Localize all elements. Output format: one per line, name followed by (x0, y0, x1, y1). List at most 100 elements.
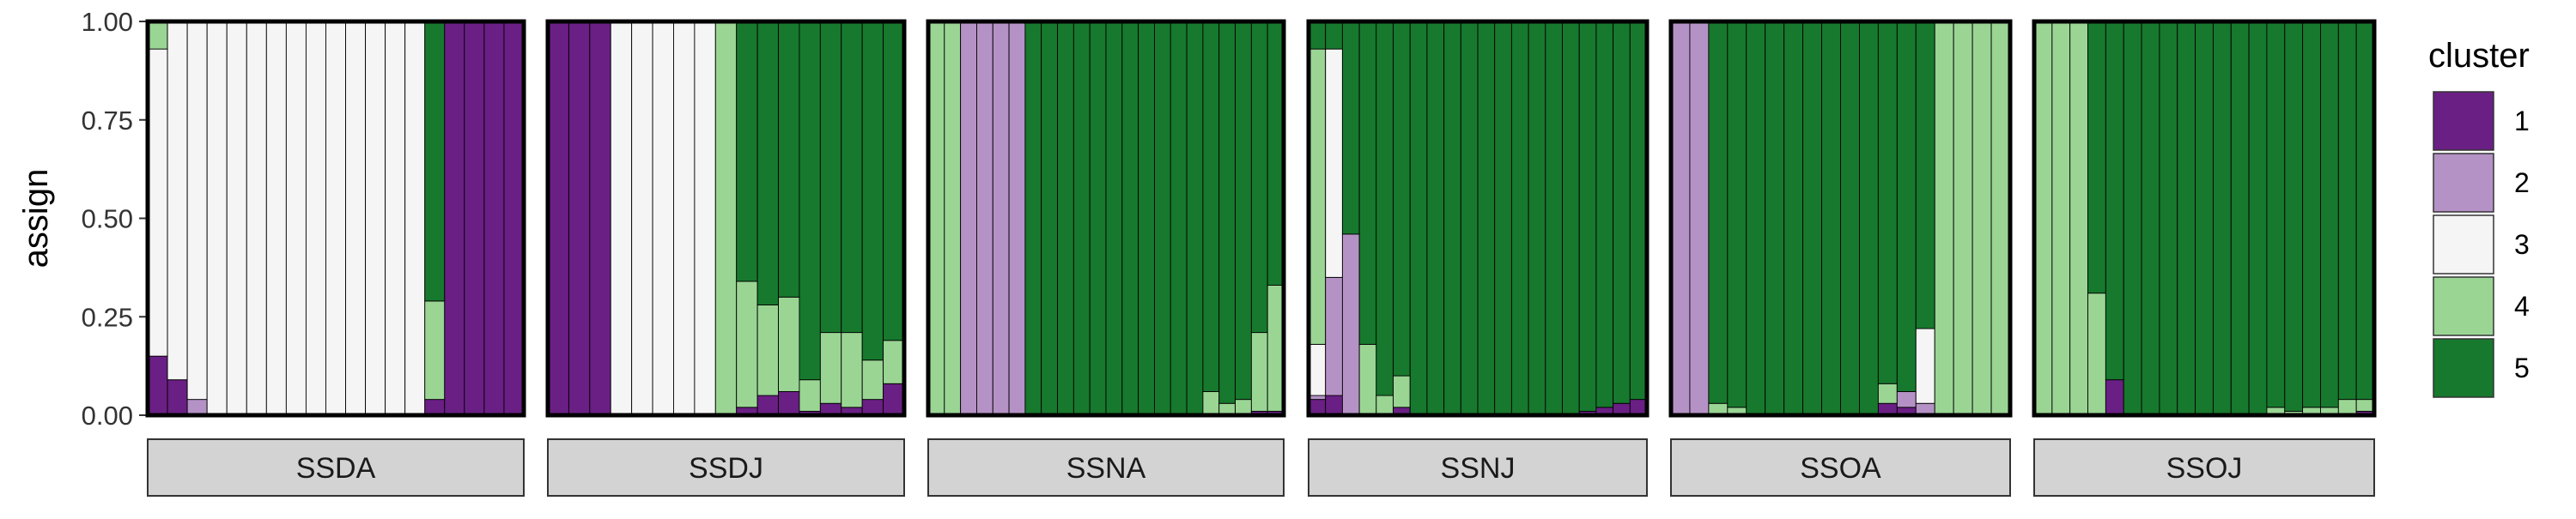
individual-bar (1057, 21, 1074, 416)
panel-border (145, 19, 526, 418)
individual-bar (365, 21, 386, 416)
legend-title: cluster (2428, 37, 2530, 75)
bar-segment-cluster-4 (1393, 375, 1411, 408)
individual-bar (1041, 21, 1058, 416)
bar-segment-cluster-5 (1105, 21, 1123, 416)
bar-segment-cluster-4 (1267, 285, 1285, 412)
bar-segment-cluster-5 (2141, 21, 2160, 416)
bar-segment-cluster-1 (503, 21, 525, 416)
facet-strip (547, 438, 905, 497)
bar-segment-cluster-1 (1325, 395, 1343, 416)
individual-bar (960, 21, 977, 416)
bar-segment-cluster-5 (1595, 21, 1614, 408)
bar-segment-cluster-4 (1235, 399, 1252, 416)
legend-key-swatch (2433, 153, 2494, 213)
individual-bar (503, 21, 525, 416)
individual-bar (1341, 21, 1360, 416)
bar-segment-cluster-5 (1041, 21, 1058, 416)
bar-segment-cluster-5 (1325, 21, 1343, 50)
individual-bar (206, 21, 228, 416)
facet-strip (1308, 438, 1648, 497)
bar-segment-cluster-3 (206, 21, 228, 416)
y-tick-label: 0.50 (82, 204, 133, 234)
bar-segment-cluster-4 (1934, 21, 1954, 416)
individual-bar (1971, 21, 1992, 416)
bar-segment-cluster-5 (1443, 21, 1461, 416)
individual-bar (167, 21, 188, 416)
bar-segment-cluster-3 (610, 21, 633, 416)
bar-segment-cluster-5 (2105, 21, 2124, 381)
bar-segment-cluster-2 (1670, 21, 1691, 416)
individual-bar (1545, 21, 1563, 416)
individual-bar (2105, 21, 2124, 416)
individual-bar (714, 21, 738, 416)
bar-segment-cluster-5 (1341, 21, 1360, 235)
bar-segment-cluster-3 (186, 21, 208, 401)
bar-segment-cluster-5 (1393, 21, 1411, 377)
facet-panel-ssoa: SSOA (1668, 19, 2013, 497)
individual-bar (1746, 21, 1766, 416)
bar-segment-cluster-2 (186, 399, 208, 416)
bar-segment-cluster-5 (1426, 21, 1445, 416)
individual-bar (1105, 21, 1123, 416)
individual-bar (424, 21, 446, 416)
individual-bar (1138, 21, 1155, 416)
panel-border (926, 19, 1286, 418)
bar-segment-cluster-5 (2230, 21, 2250, 416)
bar-segment-cluster-4 (778, 296, 800, 392)
legend-key-swatch (2433, 338, 2494, 398)
bar-segment-cluster-5 (1358, 21, 1377, 345)
individual-bar (1267, 21, 1285, 416)
facet-panel-ssda: SSDA (145, 19, 526, 497)
bar-segment-cluster-4 (1877, 383, 1898, 404)
individual-bar (2159, 21, 2178, 416)
bar-segment-cluster-5 (2248, 21, 2268, 416)
bar-segment-cluster-3 (631, 21, 653, 416)
bar-segment-cluster-1 (861, 399, 884, 416)
individual-bar (1426, 21, 1445, 416)
individual-bar (2087, 21, 2106, 416)
individual-bar (1877, 21, 1898, 416)
bar-segment-cluster-3 (694, 21, 716, 416)
bar-segment-cluster-4 (841, 332, 863, 408)
bar-segment-cluster-1 (167, 379, 188, 416)
bar-segment-cluster-5 (2302, 21, 2321, 408)
individual-bar (444, 21, 465, 416)
bar-segment-cluster-5 (1765, 21, 1785, 416)
bar-segment-cluster-3 (226, 21, 247, 416)
bar-segment-cluster-4 (2069, 21, 2088, 416)
individual-bar (819, 21, 842, 416)
bar-segment-cluster-4 (2051, 21, 2071, 416)
individual-bar (1393, 21, 1411, 416)
y-tick-label: 0.00 (82, 401, 133, 431)
bar-segment-cluster-5 (1072, 21, 1091, 416)
bar-segment-cluster-5 (1896, 21, 1917, 392)
facet-panel-ssnj: SSNJ (1306, 19, 1649, 497)
bar-segment-cluster-5 (1840, 21, 1860, 416)
individual-bar (1235, 21, 1252, 416)
bar-segment-cluster-3 (265, 21, 287, 416)
bar-segment-cluster-5 (1409, 21, 1428, 416)
panel-border (1306, 19, 1649, 418)
individual-bar (1409, 21, 1428, 416)
bar-segment-cluster-3 (1308, 343, 1327, 396)
bar-segment-cluster-5 (2284, 21, 2304, 412)
individual-bar (1783, 21, 1804, 416)
individual-bar (1840, 21, 1860, 416)
individual-bar (464, 21, 485, 416)
bar-segment-cluster-3 (167, 21, 188, 381)
bar-segment-cluster-5 (2320, 21, 2339, 408)
bar-segment-cluster-5 (1154, 21, 1171, 416)
individual-bar (1494, 21, 1512, 416)
bar-segment-cluster-3 (285, 21, 307, 416)
individual-bar (976, 21, 993, 416)
individual-bar (246, 21, 267, 416)
bar-segment-cluster-3 (325, 21, 346, 416)
bar-segment-cluster-5 (1629, 21, 1648, 401)
bar-segment-cluster-2 (960, 21, 977, 416)
facet-panel-ssoj: SSOJ (2032, 19, 2377, 497)
bar-segment-cluster-5 (1494, 21, 1512, 416)
individual-bar (1689, 21, 1710, 416)
individual-bar (1358, 21, 1377, 416)
bar-segment-cluster-4 (1990, 21, 2011, 416)
